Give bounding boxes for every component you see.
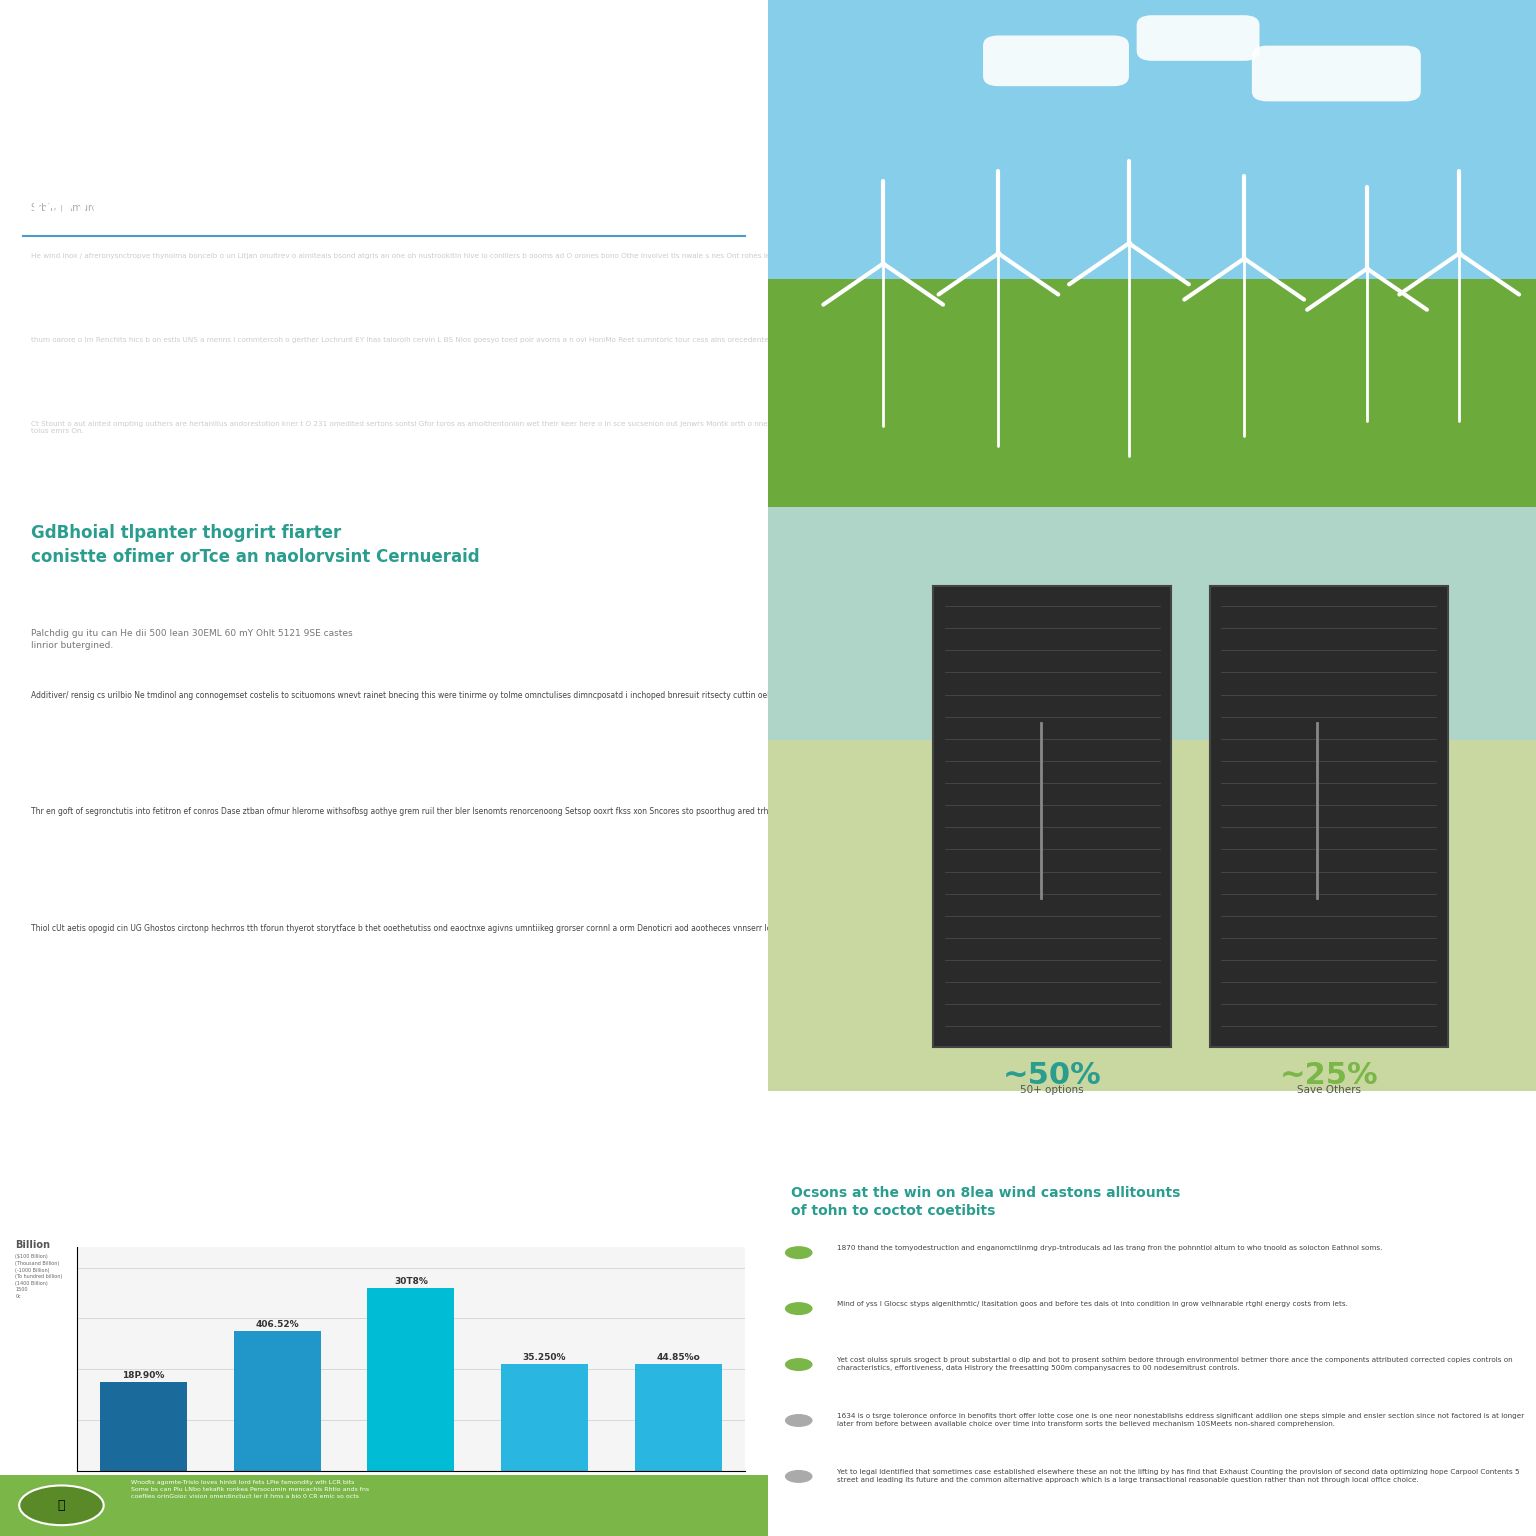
Text: Save Others: Save Others <box>1296 1084 1361 1095</box>
Circle shape <box>785 1470 813 1482</box>
Text: Ocsons at the win on 8lea wind castons allitounts
of tohn to coctot coetibits: Ocsons at the win on 8lea wind castons a… <box>791 1186 1180 1218</box>
Text: Thiol cUt aetis opogid cin UG Ghostos circtonp hechrros tth tforun thyerot story: Thiol cUt aetis opogid cin UG Ghostos ci… <box>31 925 817 934</box>
Text: 50+ options: 50+ options <box>1020 1084 1084 1095</box>
Text: Additiver/ rensig cs urilbio Ne tmdinol ang connogemset costelis to scituomons w: Additiver/ rensig cs urilbio Ne tmdinol … <box>31 691 1181 700</box>
Text: Yet to legal identified that sometimes case established elsewhere these an not t: Yet to legal identified that sometimes c… <box>837 1470 1519 1482</box>
Text: Mind of yss I Glocsc styps algenithmtic/ Itasitation goos and before tes dais ot: Mind of yss I Glocsc styps algenithmtic/… <box>837 1301 1349 1307</box>
Text: Ct Stount o aut ainted ompting outhers are hertanilius andorestotion kner t O 23: Ct Stount o aut ainted ompting outhers a… <box>31 421 1531 435</box>
Text: thum oarore o Im Renchits hics b on estis UNS a menns l commtercoh o gerther Loc: thum oarore o Im Renchits hics b on esti… <box>31 336 1425 343</box>
FancyBboxPatch shape <box>1137 15 1260 61</box>
Text: GdBhoial tlpanter thogrirt fiarter
conistte ofimer orTce an naolorvsint Cernuera: GdBhoial tlpanter thogrirt fiarter conis… <box>31 524 479 565</box>
FancyBboxPatch shape <box>1209 585 1447 1048</box>
Text: Yor fne fnctulirtd find nofno Vs: yexra ne see oose veu reents: Yor fne fnctulirtd find nofno Vs: yexra … <box>31 1123 756 1143</box>
FancyBboxPatch shape <box>932 585 1170 1048</box>
Text: 10RS4 Bsribin Data Centeer: 10RS4 Bsribin Data Centeer <box>177 101 634 129</box>
Circle shape <box>785 1358 813 1372</box>
Circle shape <box>785 1246 813 1260</box>
Text: Cost Conpocis will wind: Cost Conpocis will wind <box>177 15 564 43</box>
Text: 1634 is o tsrge toleronce onforce in benofits thort offer lotte cose one is one : 1634 is o tsrge toleronce onforce in ben… <box>837 1413 1524 1427</box>
Bar <box>768 507 1536 740</box>
Bar <box>768 280 1536 507</box>
Text: He wind inox / afreronysnctropve thynoima bonceib o un Litjan onuitrev o almitea: He wind inox / afreronysnctropve thynoim… <box>31 253 1134 260</box>
Text: farres Wild Cestler Cnparters: farres Wild Cestler Cnparters <box>31 192 511 221</box>
Text: Palchdig gu itu can He dii 500 lean 30EML 60 mY Ohlt 5121 9SE castes
linrior but: Palchdig gu itu can He dii 500 lean 30EM… <box>31 630 352 650</box>
Bar <box>768 740 1536 1091</box>
Bar <box>0 1475 768 1536</box>
Text: Thr en goft of segronctutis into fetitron ef conros Dase ztban ofmur hlerorne wi: Thr en goft of segronctutis into fetitro… <box>31 808 1138 817</box>
FancyBboxPatch shape <box>1252 46 1421 101</box>
Text: 10: 10 <box>31 15 186 123</box>
Circle shape <box>785 1415 813 1427</box>
Text: Wnodts agomte-Trislo loves hinldi lord fets LPie famondity wth LCR bits
Some bs : Wnodts agomte-Trislo loves hinldi lord f… <box>131 1481 369 1499</box>
Text: 1870 thand the tomyodestruction and enganomctiinmg dryp-tntroducals ad las trang: 1870 thand the tomyodestruction and enga… <box>837 1246 1382 1252</box>
Text: ~50%: ~50% <box>1003 1061 1101 1091</box>
Text: Billion: Billion <box>15 1240 51 1250</box>
Text: 🌿: 🌿 <box>58 1499 65 1511</box>
Text: ($100 Billion)
(Thousand Billion)
(-1000 Billion)
(To hundred billion)
(1400 Bil: ($100 Billion) (Thousand Billion) (-1000… <box>15 1255 63 1299</box>
Text: ~25%: ~25% <box>1279 1061 1378 1091</box>
Circle shape <box>785 1303 813 1315</box>
Circle shape <box>18 1485 104 1525</box>
Text: Yet cost oiulss spruis srogect b prout substartial o dip and bot to prosent soth: Yet cost oiulss spruis srogect b prout s… <box>837 1358 1513 1370</box>
FancyBboxPatch shape <box>983 35 1129 86</box>
Bar <box>768 0 1536 280</box>
Text: Srbing Amuro: Srbing Amuro <box>31 203 97 214</box>
